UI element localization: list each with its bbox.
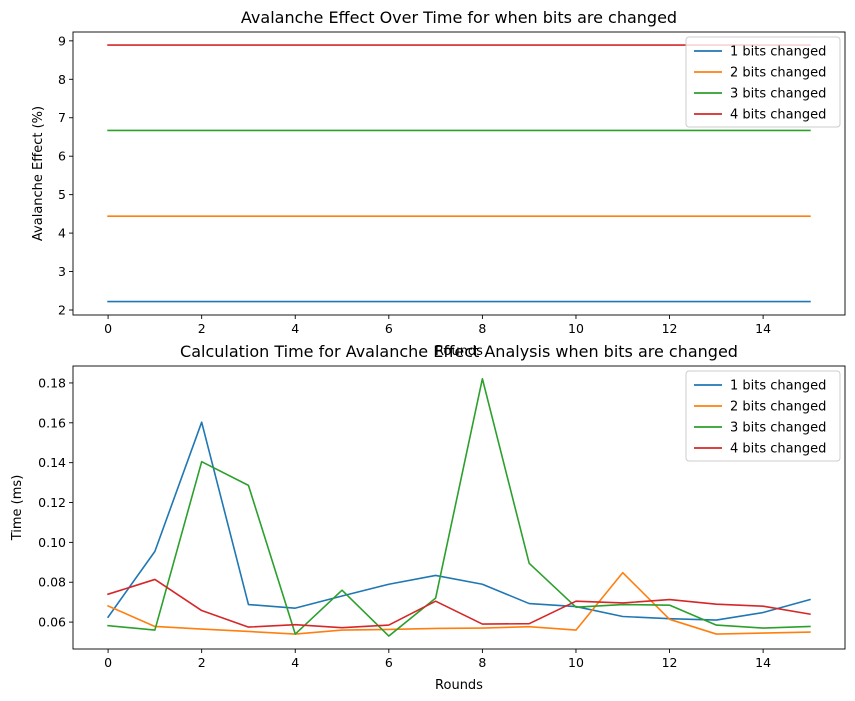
series-line-2 xyxy=(107,571,811,635)
y-tick-label: 6 xyxy=(58,149,66,164)
x-tick-label: 2 xyxy=(198,655,206,670)
series-line-4 xyxy=(107,578,811,629)
x-tick-label: 4 xyxy=(291,655,299,670)
legend-box xyxy=(685,36,841,128)
y-tick-label: 0.12 xyxy=(38,495,66,510)
legend-label: 3 bits changed xyxy=(730,421,826,436)
y-tick-label: 0.16 xyxy=(38,415,66,430)
chart-title: Avalanche Effect Over Time for when bits… xyxy=(241,8,677,27)
chart-title: Calculation Time for Avalanche Effect An… xyxy=(180,342,738,361)
y-tick-label: 0.08 xyxy=(38,575,66,590)
y-tick-label: 9 xyxy=(58,33,66,48)
legend: 1 bits changed 2 bits changed 3 bits chang… xyxy=(685,370,841,462)
x-tick-label: 10 xyxy=(568,321,584,336)
legend-label: 2 bits changed xyxy=(730,66,826,81)
x-tick-label: 12 xyxy=(662,655,678,670)
legend-label: 2 bits changed xyxy=(730,400,826,415)
x-axis-label: Rounds xyxy=(435,344,483,359)
x-tick-label: 8 xyxy=(478,321,486,336)
x-tick-label: 6 xyxy=(385,655,393,670)
legend-label: 4 bits changed xyxy=(730,108,826,123)
y-tick-label: 0.14 xyxy=(38,455,66,470)
legend-label: 4 bits changed xyxy=(730,442,826,457)
legend-label: 3 bits changed xyxy=(730,87,826,102)
x-tick-label: 14 xyxy=(755,321,771,336)
plot-frame xyxy=(72,31,846,316)
plot-frame xyxy=(72,365,846,650)
y-tick-label: 8 xyxy=(58,72,66,87)
x-tick-label: 0 xyxy=(104,655,112,670)
x-tick-label: 8 xyxy=(478,655,486,670)
x-tick-label: 2 xyxy=(198,321,206,336)
series-line-3 xyxy=(107,377,811,637)
x-axis-label: Rounds xyxy=(435,678,483,693)
x-tick-label: 14 xyxy=(755,655,771,670)
y-tick-label: 0.18 xyxy=(38,375,66,390)
legend-label: 1 bits changed xyxy=(730,45,826,60)
legend: 1 bits changed 2 bits changed 3 bits chang… xyxy=(685,36,841,128)
x-tick-label: 12 xyxy=(662,321,678,336)
legend-label: 1 bits changed xyxy=(730,379,826,394)
y-tick-label: 0.06 xyxy=(38,615,66,630)
y-tick-label: 4 xyxy=(58,226,66,241)
y-axis-label: Avalanche Effect (%) xyxy=(31,106,46,241)
x-tick-label: 6 xyxy=(385,321,393,336)
bottom-chart-panel: Calculation Time for Avalanche Effect An… xyxy=(10,342,846,693)
x-tick-label: 4 xyxy=(291,321,299,336)
legend-box xyxy=(685,370,841,462)
y-axis-label: Time (ms) xyxy=(10,475,25,542)
y-tick-label: 0.10 xyxy=(38,535,66,550)
series-line-1 xyxy=(106,421,811,621)
x-tick-label: 10 xyxy=(568,655,584,670)
x-tick-label: 0 xyxy=(104,321,112,336)
y-tick-label: 5 xyxy=(58,187,66,202)
top-chart-panel: Avalanche Effect Over Time for when bits… xyxy=(31,8,846,359)
y-tick-label: 2 xyxy=(58,303,66,318)
y-tick-label: 3 xyxy=(58,264,66,279)
y-tick-label: 7 xyxy=(58,110,66,125)
